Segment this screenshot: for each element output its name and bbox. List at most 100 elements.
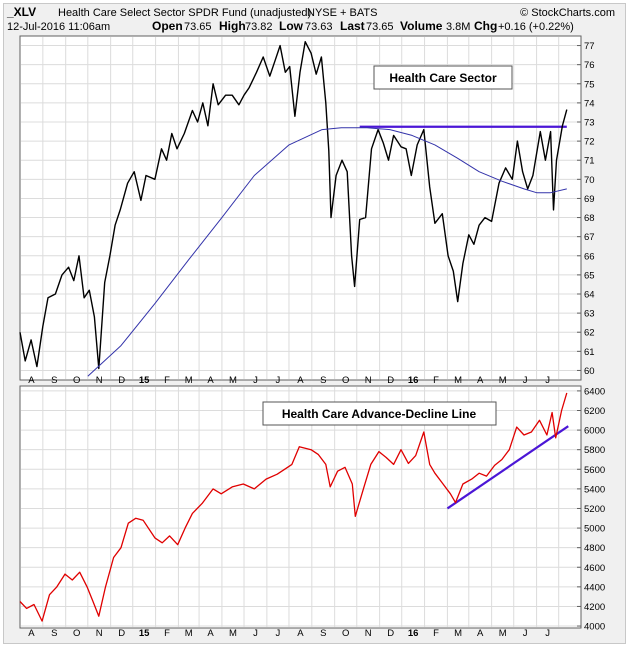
symbol-label: _XLV — [6, 5, 36, 19]
price-xtick-label: M — [229, 375, 237, 386]
watermark: © StockCharts.com — [520, 7, 615, 19]
adl-ytick-label: 6200 — [584, 406, 605, 417]
price-ytick-label: 68 — [584, 213, 595, 224]
last-label: Last — [340, 19, 365, 33]
adl-ytick-label: 4000 — [584, 622, 605, 633]
adl-xtick-label: O — [73, 628, 80, 639]
adl-xtick-label: 16 — [408, 628, 419, 639]
price-xtick-label: D — [118, 375, 125, 386]
adl-ytick-label: 6400 — [584, 386, 605, 397]
high-value: 73.82 — [245, 21, 273, 33]
adl-annotation: Health Care Advance-Decline Line — [282, 407, 477, 421]
adl-ytick-label: 5400 — [584, 484, 605, 495]
adl-xtick-label: F — [164, 628, 170, 639]
price-ytick-label: 62 — [584, 328, 595, 339]
adl-xtick-label: 15 — [139, 628, 150, 639]
adl-xtick-label: A — [477, 628, 484, 639]
adl-xtick-label: D — [387, 628, 394, 639]
adl-xtick-label: M — [499, 628, 507, 639]
exchange-label: NYSE + BATS — [307, 7, 377, 19]
price-xtick-label: F — [433, 375, 439, 386]
adl-xtick-label: D — [118, 628, 125, 639]
price-panel — [19, 35, 582, 381]
price-xtick-label: J — [253, 375, 258, 386]
date-label: 12-Jul-2016 11:06am — [7, 21, 110, 33]
price-annotation: Health Care Sector — [389, 71, 497, 85]
adl-ytick-label: 4400 — [584, 582, 605, 593]
price-xtick-label: N — [96, 375, 103, 386]
volume-value: 3.8M — [446, 21, 470, 33]
price-xtick-label: 16 — [408, 375, 419, 386]
adl-xtick-label: J — [545, 628, 550, 639]
adl-ytick-label: 6000 — [584, 426, 605, 437]
adl-xtick-label: S — [51, 628, 57, 639]
chg-label: Chg — [474, 19, 497, 33]
price-xtick-label: A — [28, 375, 35, 386]
adl-panel — [19, 385, 582, 629]
price-ytick-label: 61 — [584, 347, 595, 358]
last-value: 73.65 — [366, 21, 394, 33]
adl-xtick-label: J — [276, 628, 281, 639]
adl-xtick-label: O — [342, 628, 349, 639]
adl-ytick-label: 4600 — [584, 563, 605, 574]
price-ytick-label: 65 — [584, 270, 595, 281]
price-xtick-label: D — [387, 375, 394, 386]
price-ytick-label: 67 — [584, 232, 595, 243]
price-xtick-label: 15 — [139, 375, 150, 386]
price-xtick-label: M — [499, 375, 507, 386]
volume-label: Volume — [400, 19, 443, 33]
price-ytick-label: 64 — [584, 290, 595, 301]
adl-ytick-label: 4800 — [584, 543, 605, 554]
price-ytick-label: 76 — [584, 60, 595, 71]
price-xtick-label: A — [207, 375, 214, 386]
adl-xtick-label: J — [253, 628, 258, 639]
price-ytick-label: 60 — [584, 366, 595, 377]
adl-xtick-label: M — [229, 628, 237, 639]
adl-ytick-label: 4200 — [584, 602, 605, 613]
high-label: High — [219, 19, 246, 33]
price-ytick-label: 77 — [584, 41, 595, 52]
price-xtick-label: O — [342, 375, 349, 386]
price-xtick-label: A — [477, 375, 484, 386]
price-xtick-label: M — [454, 375, 462, 386]
adl-xtick-label: A — [28, 628, 35, 639]
price-ytick-label: 70 — [584, 175, 595, 186]
price-xtick-label: O — [73, 375, 80, 386]
adl-xtick-label: N — [96, 628, 103, 639]
price-ytick-label: 74 — [584, 98, 595, 109]
adl-xtick-label: J — [523, 628, 528, 639]
adl-ytick-label: 5800 — [584, 445, 605, 456]
adl-xtick-label: N — [365, 628, 372, 639]
adl-line — [19, 392, 568, 622]
price-xtick-label: J — [523, 375, 528, 386]
chg-value: +0.16 (+0.22%) — [498, 21, 574, 33]
price-ytick-label: 71 — [584, 156, 595, 167]
adl-xtick-label: A — [297, 628, 304, 639]
price-ytick-label: 73 — [584, 118, 595, 129]
price-ytick-label: 69 — [584, 194, 595, 205]
price-ytick-label: 72 — [584, 137, 595, 148]
price-xtick-label: J — [545, 375, 550, 386]
adl-xtick-label: F — [433, 628, 439, 639]
price-ytick-label: 75 — [584, 79, 595, 90]
price-xtick-label: J — [276, 375, 281, 386]
low-label: Low — [279, 19, 304, 33]
price-xtick-label: S — [51, 375, 57, 386]
adl-annotation-box — [262, 401, 497, 426]
price-xtick-label: A — [297, 375, 304, 386]
adl-xtick-label: S — [320, 628, 326, 639]
price-xtick-label: S — [320, 375, 326, 386]
price-xtick-label: N — [365, 375, 372, 386]
price-ytick-label: 66 — [584, 251, 595, 262]
price-ytick-label: 63 — [584, 309, 595, 320]
price-line — [19, 41, 568, 370]
adl-ytick-label: 5000 — [584, 524, 605, 535]
low-value: 73.63 — [305, 21, 333, 33]
open-value: 73.65 — [184, 21, 212, 33]
adl-xtick-label: M — [185, 628, 193, 639]
adl-ytick-label: 5600 — [584, 465, 605, 476]
adl-ytick-label: 5200 — [584, 504, 605, 515]
fund-description: Health Care Select Sector SPDR Fund (una… — [58, 7, 311, 19]
adl-trend-line — [446, 425, 569, 510]
